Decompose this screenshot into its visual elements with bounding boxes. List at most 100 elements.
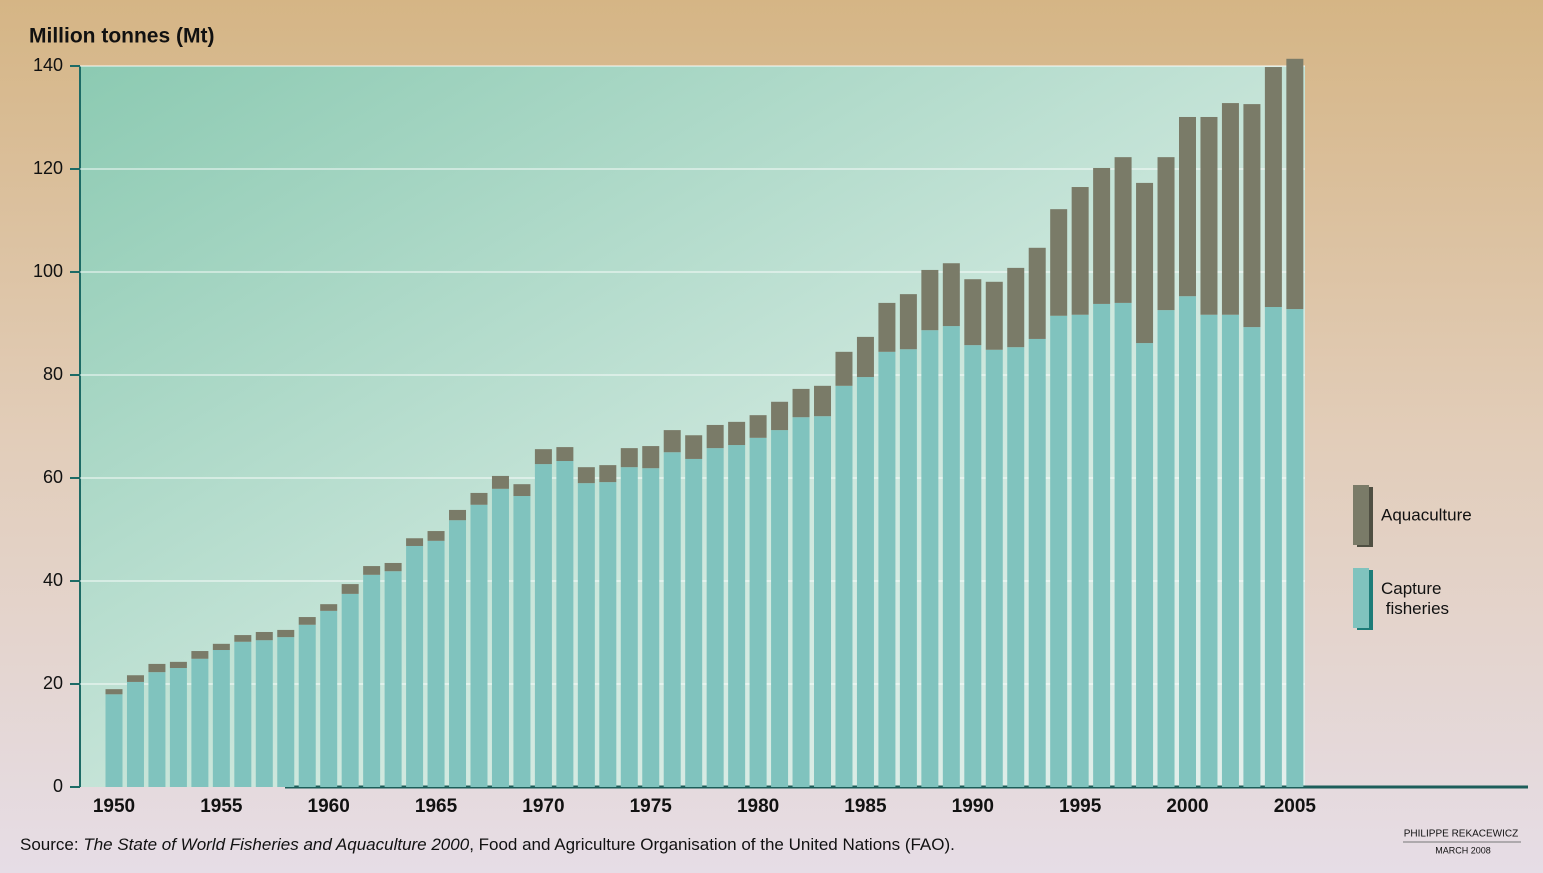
bar-segment	[985, 349, 1003, 787]
x-tick-label: 1995	[1059, 796, 1102, 817]
bar-segment	[234, 641, 252, 787]
bar-segment	[384, 571, 402, 787]
bar-segment	[556, 447, 574, 462]
bar-segment	[856, 377, 874, 787]
bar-segment	[320, 610, 338, 787]
source-prefix: Source:	[20, 835, 83, 854]
bar-segment	[1243, 104, 1261, 328]
legend-label-line: fisheries	[1381, 599, 1449, 618]
x-tick-label: 1950	[93, 796, 135, 817]
bar-segment	[1093, 303, 1111, 787]
bar-segment	[126, 675, 144, 682]
bar-segment	[298, 617, 316, 625]
bar-segment	[1286, 58, 1304, 310]
bar-segment	[814, 416, 832, 787]
bar-segment	[1157, 310, 1175, 787]
bar-segment	[599, 482, 617, 787]
legend-label: Capture fisheries	[1381, 579, 1449, 618]
bar-segment	[814, 385, 832, 417]
bar-segment	[749, 437, 767, 787]
bar-segment	[1071, 187, 1089, 315]
source-note: Source: The State of World Fisheries and…	[20, 835, 955, 854]
x-tick-label: 1970	[522, 796, 564, 817]
x-tick-label: 1960	[308, 796, 350, 817]
legend-swatch	[1353, 485, 1369, 545]
bar-segment	[255, 640, 273, 787]
bar-segment	[1286, 309, 1304, 787]
bar-segment	[835, 351, 853, 386]
bar-segment	[1200, 314, 1218, 787]
x-tick-label: 1990	[952, 796, 994, 817]
bar-segment	[406, 545, 424, 787]
bar-segment	[728, 421, 746, 446]
bar-segment	[771, 430, 789, 787]
bar-segment	[599, 465, 617, 483]
bar-segment	[449, 509, 467, 521]
x-tick-label: 1975	[630, 796, 673, 817]
bar-segment	[1071, 314, 1089, 787]
y-axis-title: Million tonnes (Mt)	[29, 25, 214, 48]
bar-segment	[964, 345, 982, 787]
bar-segment	[1007, 267, 1025, 348]
bar-segment	[985, 281, 1003, 350]
bar-segment	[1157, 157, 1175, 311]
y-tick-label: 120	[33, 158, 63, 178]
bar-segment	[1243, 327, 1261, 787]
bar-segment	[212, 643, 230, 651]
bar-segment	[320, 604, 338, 611]
bar-segment	[1136, 343, 1154, 787]
bar-segment	[771, 401, 789, 431]
bar-segment	[856, 336, 874, 378]
bar-segment	[491, 488, 509, 787]
bar-segment	[964, 279, 982, 346]
bar-segment	[277, 629, 295, 638]
bar-segment	[792, 417, 810, 787]
bar-segment	[921, 269, 939, 331]
bar-segment	[427, 540, 445, 787]
bar-segment	[1179, 296, 1196, 787]
bar-segment	[685, 435, 703, 459]
bar-segment	[148, 672, 166, 787]
bar-segment	[148, 663, 166, 673]
bar-segment	[1200, 116, 1218, 315]
credit-date: MARCH 2008	[1435, 845, 1491, 855]
bar-segment	[341, 593, 359, 787]
bar-segment	[1221, 103, 1239, 315]
legend-label: Aquaculture	[1381, 505, 1472, 524]
bar-segment	[1221, 314, 1239, 787]
bar-segment	[234, 635, 252, 642]
bar-segment	[363, 566, 381, 575]
bar-segment	[191, 658, 209, 787]
y-tick-label: 100	[33, 261, 63, 281]
bar-segment	[1264, 67, 1282, 308]
legend-label-line: Capture	[1381, 579, 1441, 598]
bar-segment	[105, 689, 123, 695]
bar-segment	[212, 650, 230, 787]
bar-segment	[191, 651, 209, 659]
bar-segment	[513, 484, 531, 497]
bar-segment	[749, 415, 767, 438]
bar-segment	[577, 483, 595, 787]
legend-swatch	[1353, 568, 1369, 628]
bar-segment	[1050, 209, 1068, 316]
bars	[105, 58, 1304, 787]
bar-segment	[169, 668, 187, 787]
bar-segment	[341, 584, 359, 594]
x-tick-label: 1955	[200, 796, 243, 817]
bar-segment	[835, 385, 853, 787]
bar-segment	[1007, 347, 1025, 787]
bar-segment	[878, 351, 896, 787]
bar-segment	[513, 496, 531, 787]
bar-segment	[1136, 182, 1154, 344]
bar-segment	[792, 388, 810, 418]
bar-segment	[298, 624, 316, 787]
bar-segment	[1050, 315, 1068, 787]
bar-segment	[899, 294, 917, 350]
y-tick-label: 60	[43, 467, 63, 487]
bar-segment	[449, 520, 467, 787]
y-tick-label: 80	[43, 364, 63, 384]
source-suffix: , Food and Agriculture Organisation of t…	[469, 835, 955, 854]
bar-segment	[427, 531, 445, 541]
bar-segment	[384, 562, 402, 572]
